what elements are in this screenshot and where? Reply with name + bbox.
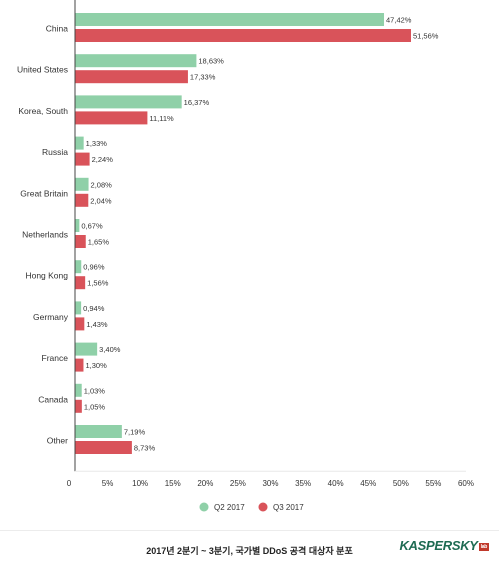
data-label: 1,30% <box>85 361 107 370</box>
kaspersky-logo: KASPERSKY lab <box>399 538 489 553</box>
bar-q3-2017 <box>75 441 132 454</box>
bar-q2-2017 <box>75 383 82 397</box>
data-label: 2,24% <box>92 155 114 164</box>
x-tick-label: 10% <box>132 479 148 488</box>
bar-q2-2017 <box>75 95 182 109</box>
data-label: 7,19% <box>124 428 146 437</box>
category-label: United States <box>17 65 68 75</box>
category-label: Korea, South <box>18 106 68 116</box>
data-label: 2,08% <box>91 180 113 189</box>
category-label: Hong Kong <box>25 271 68 281</box>
data-label: 1,05% <box>84 402 106 411</box>
legend-label-q3: Q3 2017 <box>273 503 304 512</box>
bar-q3-2017 <box>75 399 82 413</box>
footer-divider <box>0 530 499 531</box>
bar-chart: China United States Korea, South Russia Grea… <box>17 0 474 512</box>
chart-caption: 2017년 2분기 ~ 3분기, 국가별 DDoS 공격 대상자 분포 <box>146 546 353 556</box>
x-tick-label: 5% <box>102 479 114 488</box>
bar-q2-2017 <box>75 54 197 68</box>
bar-q2-2017 <box>75 260 82 274</box>
x-tick-label: 55% <box>425 479 441 488</box>
x-tick-label: 30% <box>262 479 278 488</box>
category-label: Canada <box>38 394 68 404</box>
x-tick-label: 45% <box>360 479 376 488</box>
logo-badge: lab <box>478 542 489 551</box>
footer: 2017년 2분기 ~ 3분기, 국가별 DDoS 공격 대상자 분포 KASP… <box>0 536 499 564</box>
x-tick-label: 25% <box>230 479 246 488</box>
category-labels: China United States Korea, South Russia Grea… <box>17 24 69 446</box>
category-label: Russia <box>42 147 68 157</box>
bar-q2-2017 <box>75 177 89 191</box>
data-label: 1,03% <box>84 386 106 395</box>
data-label: 17,33% <box>190 73 216 82</box>
bar-q2-2017 <box>75 13 385 26</box>
bar-q3-2017 <box>75 193 89 207</box>
bar-q3-2017 <box>75 276 86 290</box>
bar-q3-2017 <box>75 152 90 166</box>
category-label: China <box>46 24 68 34</box>
data-label: 18,63% <box>198 57 224 66</box>
category-label: Netherlands <box>22 230 68 240</box>
x-tick-label: 35% <box>295 479 311 488</box>
data-label: 11,11% <box>149 114 174 123</box>
bar-q3-2017 <box>75 317 85 331</box>
category-label: Germany <box>33 312 69 322</box>
x-tick-label: 15% <box>165 479 181 488</box>
value-labels: 47,42%51,56% 18,63% 17,33% 16,37% 11,11% 1,33… <box>81 16 438 453</box>
data-label: 51,56% <box>413 32 439 41</box>
bar-q3-2017 <box>75 111 148 125</box>
data-label: 8,73% <box>134 444 156 453</box>
bar-q2-2017 <box>75 136 84 150</box>
data-label: 1,43% <box>86 320 108 329</box>
bar-q3-2017 <box>75 358 84 372</box>
category-label: Great Britain <box>20 188 68 198</box>
bar-q3-2017 <box>75 70 188 84</box>
data-label: 0,96% <box>83 263 105 272</box>
bar-q3-2017 <box>75 235 86 248</box>
x-tick-label: 20% <box>197 479 213 488</box>
x-tick-label: 50% <box>393 479 409 488</box>
data-label: 47,42% <box>386 16 412 25</box>
bar-q2-2017 <box>75 342 98 356</box>
bars <box>75 13 411 454</box>
data-label: 1,65% <box>88 238 110 247</box>
x-tick-label: 60% <box>458 479 474 488</box>
category-label: France <box>42 353 69 363</box>
legend: Q2 2017 Q3 2017 <box>199 502 304 512</box>
data-label: 0,67% <box>81 222 103 231</box>
legend-marker-q3 <box>258 502 268 512</box>
logo-text: KASPERSKY <box>399 538 478 553</box>
legend-marker-q2 <box>199 502 209 512</box>
category-label: Other <box>47 436 68 446</box>
bar-q3-2017 <box>75 29 411 42</box>
bar-q2-2017 <box>75 301 82 315</box>
data-label: 16,37% <box>184 98 210 107</box>
data-label: 0,94% <box>83 304 105 313</box>
x-tick-label: 0 <box>67 479 72 488</box>
data-label: 2,04% <box>90 196 112 205</box>
x-tick-labels: 0 5% 10% 15% 20% 25% 30% 35% 40% 45% 50% 55% 60% <box>67 479 474 488</box>
data-label: 3,40% <box>99 345 121 354</box>
data-label: 1,56% <box>87 279 109 288</box>
x-tick-label: 40% <box>328 479 344 488</box>
legend-label-q2: Q2 2017 <box>214 503 245 512</box>
bar-q2-2017 <box>75 425 122 438</box>
bar-q2-2017 <box>75 219 80 232</box>
data-label: 1,33% <box>86 139 108 148</box>
